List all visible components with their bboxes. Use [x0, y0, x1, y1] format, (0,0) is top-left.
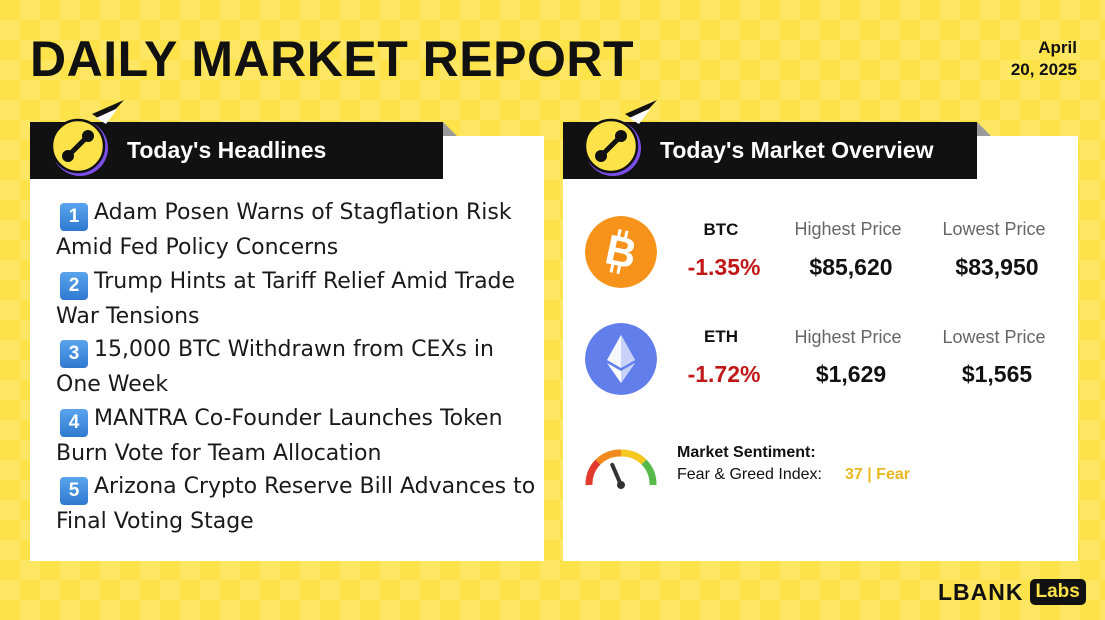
headlines-tab-title: Today's Headlines — [127, 137, 327, 163]
bitcoin-icon: B — [585, 216, 657, 288]
headline-item: 5 Arizona Crypto Reserve Bill Advances to… — [56, 470, 536, 539]
report-title: DAILY MARKET REPORT — [30, 31, 635, 87]
fear-greed-value: 37 | Fear — [845, 466, 910, 483]
headline-text: Adam Posen Warns of Stagflation Risk Ami… — [56, 200, 512, 260]
headline-number-badge: 3 — [60, 340, 88, 368]
btc-highest-label: Highest Price — [794, 219, 902, 239]
btc-lowest-label: Lowest Price — [942, 219, 1046, 239]
headline-text: 15,000 BTC Withdrawn from CEXs in One We… — [56, 337, 494, 397]
headlines-tab: Today's Headlines — [30, 100, 457, 179]
market-sentiment-title: Market Sentiment: — [677, 444, 816, 461]
report-date: April 20, 2025 — [957, 37, 1077, 81]
btc-change: -1.35% — [687, 254, 761, 280]
brand-labs-badge: Labs — [1029, 579, 1086, 605]
headlines-panel — [30, 136, 544, 561]
headline-number-badge: 5 — [60, 477, 88, 505]
btc-ticker: BTC — [703, 220, 739, 239]
headline-item: 4 MANTRA Co-Founder Launches Token Burn V… — [56, 402, 536, 471]
headline-number-badge: 4 — [60, 408, 88, 437]
headline-item: 1 Adam Posen Warns of Stagflation Risk Am… — [56, 196, 536, 265]
btc-highest-price: $85,620 — [809, 254, 893, 280]
headline-text: Trump Hints at Tariff Relief Amid Trade … — [56, 268, 516, 329]
eth-lowest-label: Lowest Price — [942, 327, 1046, 347]
eth-lowest-price: $1,565 — [961, 361, 1033, 387]
date-line-1: April — [1038, 38, 1077, 57]
btc-lowest-price: $83,950 — [955, 254, 1039, 280]
headline-number-badge: 2 — [60, 271, 88, 300]
headline-item: 3 15,000 BTC Withdrawn from CEXs in One W… — [56, 333, 536, 402]
headline-item: 2 Trump Hints at Tariff Relief Amid Trade… — [56, 265, 536, 334]
fear-greed-gauge-icon — [585, 449, 657, 489]
market-overview-tab-title: Today's Market Overview — [660, 137, 934, 163]
eth-change: -1.72% — [687, 361, 761, 387]
headline-text: MANTRA Co-Founder Launches Token Burn Vo… — [56, 405, 503, 466]
lbank-logo-icon — [583, 100, 657, 176]
market-overview-tab: Today's Market Overview — [563, 100, 991, 179]
headline-text: Arizona Crypto Reserve Bill Advances to … — [56, 474, 536, 534]
lbank-logo-icon — [50, 100, 124, 176]
fear-greed-label: Fear & Greed Index: — [677, 466, 822, 483]
date-line-2: 20, 2025 — [1010, 60, 1077, 79]
eth-ticker: ETH — [704, 327, 738, 346]
brand-name: LBANK — [938, 578, 1024, 605]
lbank-labs-logo: LBANK Labs — [938, 578, 1086, 606]
headline-number-badge: 1 — [60, 203, 88, 231]
eth-highest-price: $1,629 — [815, 361, 887, 387]
eth-highest-label: Highest Price — [794, 327, 902, 347]
headlines-list: 1 Adam Posen Warns of Stagflation Risk Am… — [56, 196, 536, 539]
ethereum-icon — [585, 323, 657, 395]
